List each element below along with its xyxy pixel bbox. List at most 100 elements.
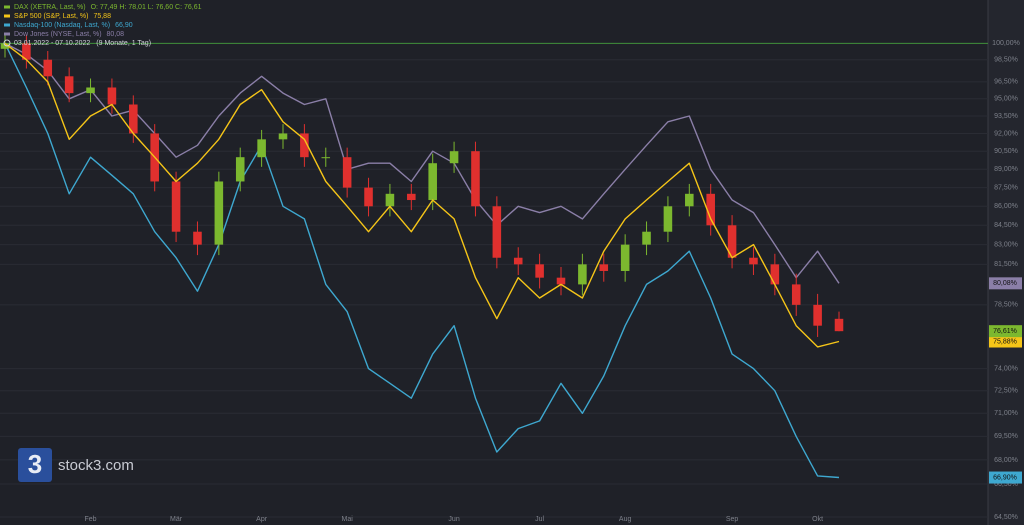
legend-text: 66,90 <box>115 22 133 29</box>
last-value-tag <box>989 471 1022 484</box>
legend-text: O: 77,49 H: 78,01 L: 76,60 C: 76,61 <box>91 4 202 11</box>
y-tick-label: 93,50% <box>994 113 1018 120</box>
candle-body <box>300 133 309 158</box>
y-tick-label: 84,50% <box>994 222 1018 229</box>
legend-swatch <box>4 32 10 36</box>
candle-body <box>22 43 31 60</box>
x-tick-label: Feb <box>85 516 97 523</box>
y-tick-label: 96,50% <box>994 79 1018 86</box>
logo-mark: 3 <box>28 449 42 479</box>
series-line <box>4 42 840 284</box>
y-tick-label: 83,00% <box>994 241 1018 248</box>
y-tick-label: 64,50% <box>994 514 1018 521</box>
legend-swatch <box>4 5 10 9</box>
legend-text: DAX (XETRA, Last, %) <box>14 4 86 11</box>
last-value-tag <box>989 325 1022 338</box>
candle-body <box>193 231 202 245</box>
logo-box <box>18 448 52 482</box>
candle-body <box>407 193 416 201</box>
y-tick-label: 71,00% <box>994 410 1018 417</box>
candle-body <box>620 244 630 271</box>
date-icon <box>3 39 11 47</box>
candle-body <box>278 133 288 140</box>
candle-body <box>642 231 651 245</box>
y-tick-label: 66,50% <box>994 481 1018 488</box>
last-value-tag <box>989 277 1022 290</box>
logo: 3 stock3.com <box>18 448 134 482</box>
candle-body <box>171 181 181 232</box>
y-tick-label: 74,00% <box>994 365 1018 372</box>
candle-body <box>813 304 822 326</box>
candle-body <box>129 104 138 134</box>
legend-text: Dow Jones (NYSE, Last, %) <box>14 31 102 38</box>
x-tick-label: Aug <box>619 516 632 523</box>
y-tick-label: 69,50% <box>994 433 1018 440</box>
watermark: stock3.com <box>58 457 134 474</box>
legend-text: S&P 500 (S&P, Last, %) <box>14 13 88 20</box>
y-tick-label: 86,00% <box>994 203 1018 210</box>
candle-body <box>685 193 694 207</box>
candle-body <box>342 157 352 188</box>
candle-body <box>471 151 480 207</box>
y-tick-label: 78,50% <box>994 302 1018 309</box>
x-tick-label: Apr <box>256 516 268 523</box>
y-tick-label: 100,00% <box>992 40 1020 47</box>
last-value-label: 66,90% <box>993 474 1017 481</box>
candle-body <box>513 257 523 265</box>
candle-body <box>556 277 566 285</box>
x-tick-label: Okt <box>812 516 823 523</box>
y-tick-label: 92,00% <box>994 130 1018 137</box>
legend-swatch <box>4 23 10 27</box>
candle-body <box>492 206 502 258</box>
legend-text: 80,08 <box>107 31 125 38</box>
x-tick-label: Sep <box>726 516 739 523</box>
candle-body <box>535 264 544 278</box>
series-line <box>4 42 840 348</box>
candle-body <box>257 139 266 158</box>
candle-body <box>599 264 609 271</box>
last-value-label: 75,88% <box>993 338 1017 345</box>
candle-body <box>235 157 245 182</box>
candle-body <box>107 87 117 105</box>
candle-body <box>749 257 758 265</box>
candle-body <box>578 264 587 285</box>
date-range: 03.01.2022 - 07.10.2022 <box>14 40 90 47</box>
candle-body <box>834 318 844 332</box>
candle-body <box>0 43 10 49</box>
y-tick-label: 87,50% <box>994 184 1018 191</box>
candle-body <box>321 157 331 159</box>
candle-body <box>214 181 224 245</box>
candle-body <box>64 76 74 94</box>
y-tick-label: 98,50% <box>994 57 1018 64</box>
candle-body <box>43 59 53 77</box>
y-tick-label: 95,00% <box>994 96 1018 103</box>
legend: DAX (XETRA, Last, %) O: 77,49 H: 78,01 L:… <box>3 4 202 47</box>
legend-text: 75,88 <box>93 13 111 20</box>
last-value-tag <box>989 335 1022 348</box>
y-tick-label: 89,00% <box>994 166 1018 173</box>
y-tick-label: 68,00% <box>994 457 1018 464</box>
candle-body <box>364 187 373 207</box>
x-tick-label: Mär <box>170 516 183 523</box>
x-tick-label: Jun <box>448 516 459 523</box>
x-tick-label: Mai <box>342 516 354 523</box>
y-tick-label: 72,50% <box>994 388 1018 395</box>
last-value-label: 76,61% <box>993 328 1017 335</box>
y-tick-label: 90,50% <box>994 148 1018 155</box>
y-axis-panel <box>988 0 1024 525</box>
candle-body <box>385 193 395 207</box>
period: (9 Monate, 1 Tag) <box>96 40 151 47</box>
candle-body <box>791 284 801 305</box>
candle-body <box>663 206 673 232</box>
last-value-label: 80,08% <box>993 280 1017 287</box>
legend-text: Nasdaq-100 (Nasdaq, Last, %) <box>14 22 110 29</box>
series-line <box>4 43 840 479</box>
x-tick-label: Jul <box>535 516 544 523</box>
candle-body <box>449 151 459 164</box>
y-tick-label: 81,50% <box>994 261 1018 268</box>
candle-body <box>727 225 737 258</box>
candle-body <box>428 163 437 201</box>
